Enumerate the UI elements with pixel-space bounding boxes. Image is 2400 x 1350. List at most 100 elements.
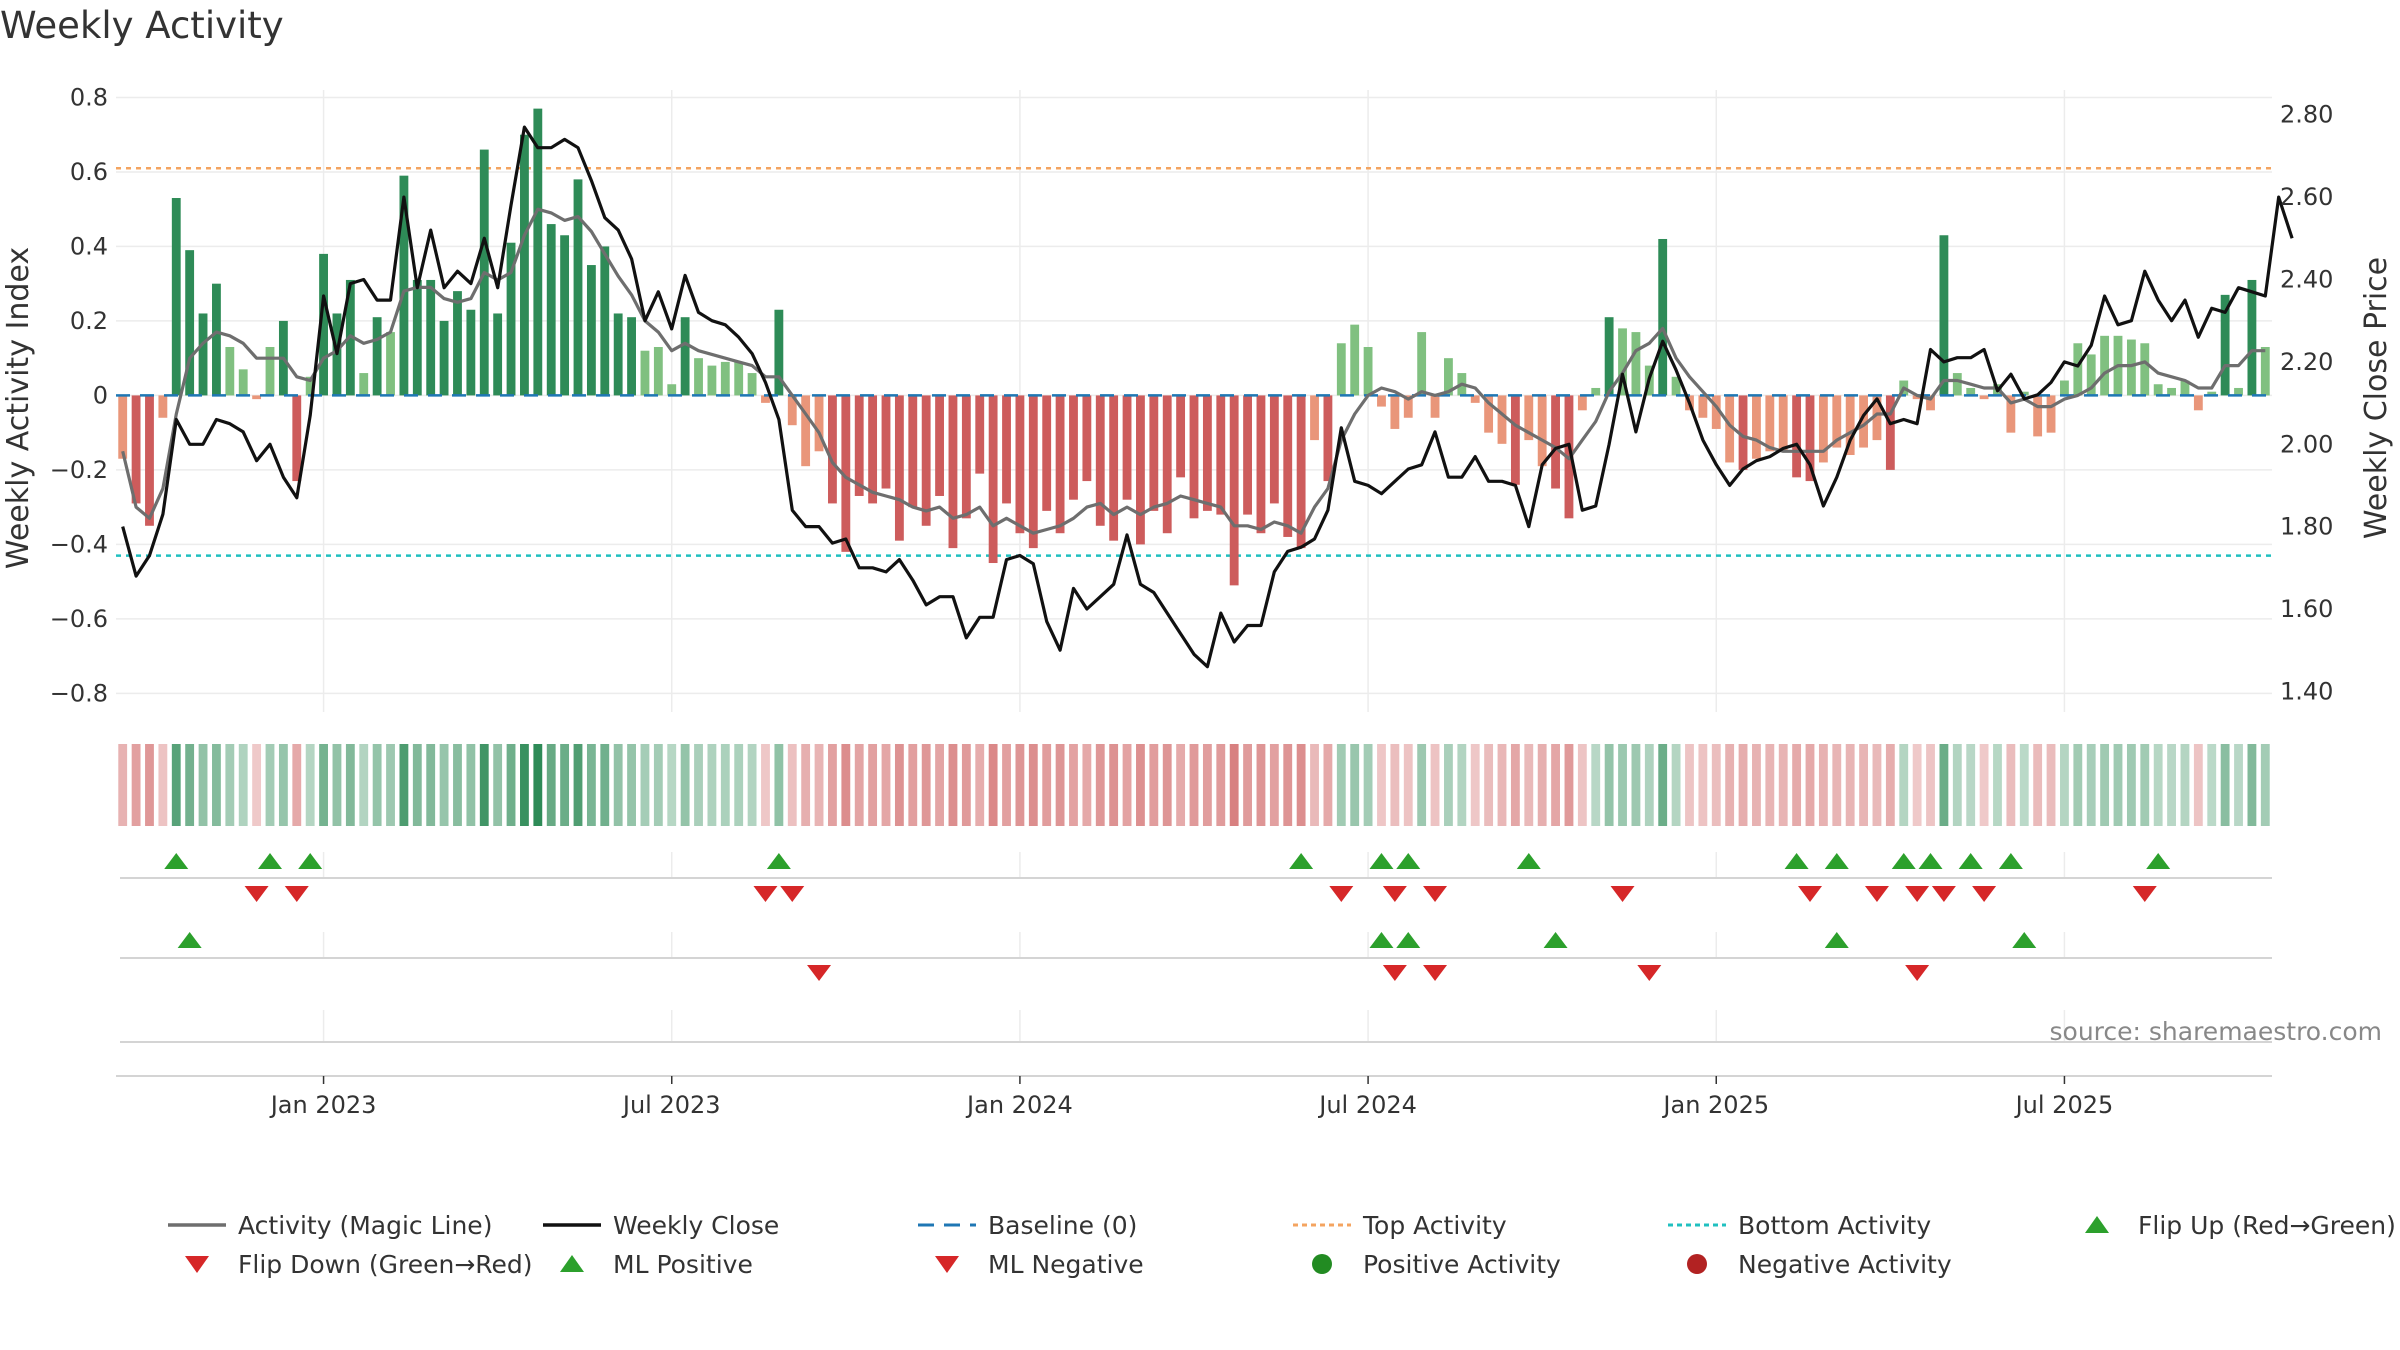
activity-bar: [466, 309, 476, 396]
activity-bar: [1658, 238, 1668, 396]
y-tick-label: 0: [93, 381, 108, 409]
activity-bar: [1430, 395, 1440, 418]
heat-cell: [694, 744, 703, 826]
activity-bar: [1015, 395, 1025, 534]
activity-bar: [653, 346, 663, 396]
activity-bar: [506, 242, 516, 396]
activity-bar: [2086, 354, 2096, 396]
flip-up-marker: [1958, 853, 1983, 869]
heat-cell: [1363, 744, 1373, 826]
y2-tick-label: 2.80: [2280, 101, 2333, 129]
heat-cell: [2060, 744, 2069, 826]
activity-bar: [2193, 395, 2203, 411]
activity-bar: [1845, 395, 1855, 456]
y2-tick-label: 2.00: [2280, 430, 2333, 458]
heat-cell: [1510, 744, 1520, 826]
x-tick-label: Jul 2023: [621, 1091, 721, 1119]
heat-cell: [1966, 744, 1976, 826]
heat-cell: [506, 744, 516, 826]
activity-bar: [1042, 395, 1052, 511]
activity-bar: [1229, 395, 1239, 586]
activity-bar: [1296, 395, 1306, 549]
heat-cell: [158, 744, 168, 826]
heat-cell: [1778, 744, 1788, 826]
heat-cell: [1832, 744, 1842, 826]
flip-up-marker: [1891, 853, 1916, 869]
activity-bar: [1979, 395, 1989, 400]
activity-bar: [158, 395, 168, 418]
activity-bar: [2100, 335, 2110, 396]
activity-bar: [694, 358, 703, 396]
heat-cell: [921, 744, 931, 826]
flip-up-marker: [1516, 853, 1541, 869]
weekly-close-series: [121, 125, 2294, 669]
heat-cell: [828, 744, 837, 826]
source-credit: source: sharemaestro.com: [2050, 1017, 2383, 1046]
heat-cell: [412, 744, 422, 826]
heat-cell: [1336, 744, 1346, 826]
y-tick-label: −0.4: [50, 530, 108, 558]
activity-bar: [1484, 395, 1494, 433]
activity-bar: [1390, 395, 1400, 429]
heat-cell: [145, 744, 154, 826]
heat-cell: [1202, 744, 1212, 826]
heat-cell: [1256, 744, 1266, 826]
heat-cell: [479, 744, 489, 826]
activity-bar: [1591, 387, 1601, 396]
activity-bar: [359, 373, 369, 396]
flip-down-marker: [1423, 886, 1448, 902]
heat-cell: [345, 744, 355, 826]
heat-cell: [2006, 744, 2016, 826]
activity-bar: [894, 395, 904, 541]
activity-bar: [1537, 395, 1547, 467]
heat-cell: [1283, 744, 1293, 826]
heat-cell: [761, 744, 770, 826]
activity-bar: [1176, 395, 1186, 478]
y-tick-label: 0.6: [70, 158, 108, 186]
activity-bar: [2234, 387, 2243, 396]
heat-cell: [2234, 744, 2243, 826]
activity-bar: [2073, 343, 2083, 396]
activity-bar: [2207, 391, 2217, 396]
activity-bar: [305, 376, 315, 396]
heat-cell: [1109, 744, 1119, 826]
activity-bar: [1738, 395, 1748, 470]
activity-bar: [908, 395, 918, 508]
heat-cell: [2260, 744, 2270, 826]
activity-bar: [988, 395, 998, 564]
heat-cell: [734, 744, 744, 826]
heat-cell: [131, 744, 141, 826]
activity-bar: [520, 134, 529, 396]
heat-cell: [1952, 744, 1962, 826]
activity-bar: [1604, 317, 1614, 396]
heat-cell: [1497, 744, 1507, 826]
heat-cell: [814, 744, 824, 826]
activity-bar: [1631, 332, 1641, 396]
flip-down-marker: [1610, 886, 1635, 902]
activity-bar: [2006, 395, 2016, 433]
heat-cell: [1457, 744, 1467, 826]
heat-cell: [1658, 744, 1668, 826]
activity-bar: [720, 361, 730, 396]
flip-up-marker: [1918, 853, 1943, 869]
heat-cell: [1698, 744, 1708, 826]
heat-cell: [546, 744, 556, 826]
heat-cell: [1604, 744, 1614, 826]
legend-label: ML Negative: [988, 1250, 1144, 1279]
activity-bar: [1323, 395, 1333, 482]
activity-bar: [761, 395, 770, 403]
heat-cell: [1162, 744, 1172, 826]
activity-bar: [627, 317, 636, 396]
legend-label: Flip Down (Green→Red): [238, 1250, 533, 1279]
legend-flip-down-symbol: [185, 1256, 209, 1273]
activity-bar: [1939, 235, 1949, 396]
activity-bar: [1510, 395, 1520, 485]
y-axis-label: Weekly Activity Index: [1, 247, 36, 569]
activity-bar: [212, 283, 221, 396]
activity-bar: [734, 361, 744, 396]
flip-up-marker: [258, 853, 282, 869]
x-tick-label: Jan 2025: [1661, 1091, 1769, 1119]
legend: Activity (Magic Line) Weekly Close Baselin…: [168, 1211, 2396, 1279]
activity-bar: [1028, 395, 1038, 549]
activity-bar: [412, 279, 422, 396]
